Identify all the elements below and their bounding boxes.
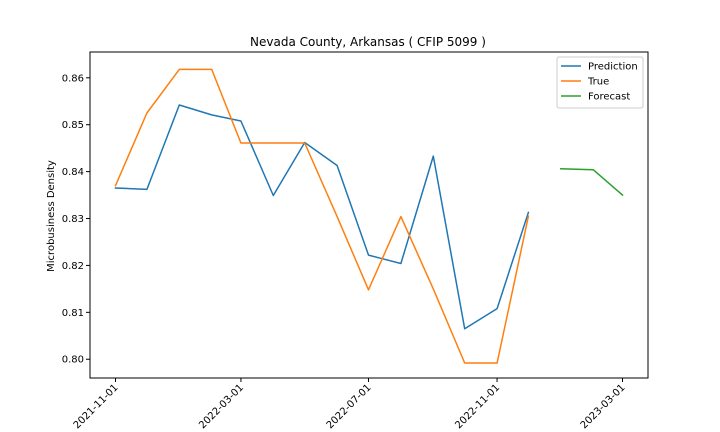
y-axis-label: Microbusiness Density [46, 160, 57, 272]
y-tick-label: 0.86 [62, 73, 84, 84]
y-axis: 0.80 0.81 0.82 0.83 0.84 0.85 0.86 [62, 73, 90, 366]
legend-label-true: True [587, 77, 609, 88]
chart-title: Nevada County, Arkansas ( CFIP 5099 ) [250, 35, 486, 49]
y-tick-label: 0.84 [62, 167, 84, 178]
series-line-forecast [560, 168, 624, 197]
series-layer [114, 68, 624, 364]
x-tick-label: 2022-07-01 [325, 382, 374, 431]
x-tick-label: 2022-03-01 [197, 382, 246, 431]
legend: Prediction True Forecast [556, 56, 644, 109]
x-tick-label: 2022-11-01 [453, 382, 502, 431]
x-tick-label: 2023-03-01 [579, 382, 628, 431]
series-line-true [114, 68, 530, 364]
y-tick-label: 0.81 [62, 308, 84, 319]
y-tick-label: 0.82 [62, 261, 84, 272]
series-line-prediction [114, 104, 530, 330]
x-tick-label: 2021-11-01 [72, 382, 121, 431]
x-axis: 2021-11-01 2022-03-01 2022-07-01 2022-11-01… [72, 378, 628, 431]
plot-area [89, 51, 649, 379]
legend-label-prediction: Prediction [588, 62, 638, 73]
y-tick-label: 0.80 [62, 355, 84, 366]
legend-label-forecast: Forecast [588, 92, 630, 103]
y-tick-label: 0.83 [62, 214, 84, 225]
y-tick-label: 0.85 [62, 120, 84, 131]
